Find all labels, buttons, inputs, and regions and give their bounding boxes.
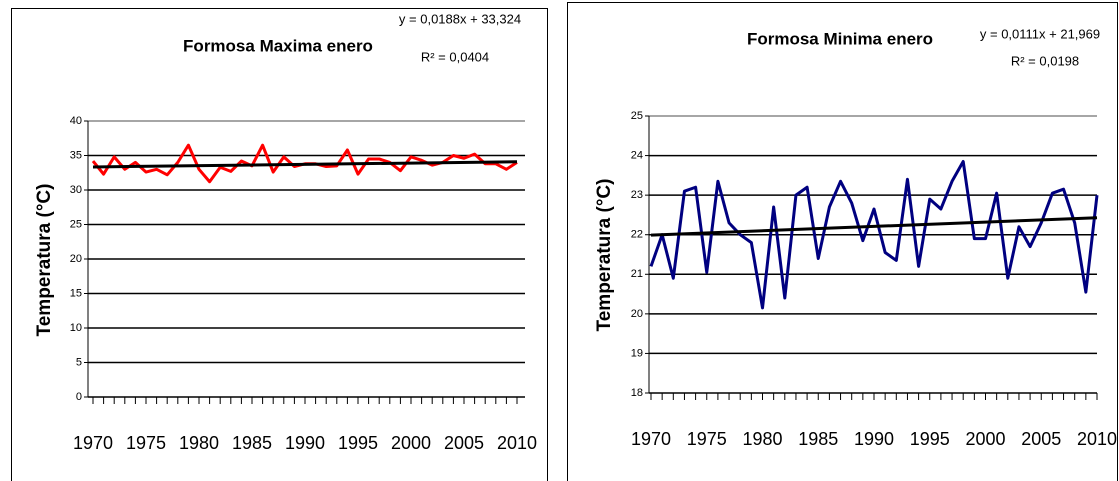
y-tick-label: 5 xyxy=(76,356,82,368)
y-tick-label: 0 xyxy=(76,391,82,403)
y-tick-label: 10 xyxy=(70,322,82,334)
x-tick-label: 1970 xyxy=(631,429,671,449)
r-squared: R² = 0,0198 xyxy=(1011,53,1079,68)
trend-line xyxy=(650,216,1098,237)
x-tick-label: 1975 xyxy=(126,433,166,453)
y-tick-label: 21 xyxy=(631,268,643,280)
y-tick-label: 19 xyxy=(631,347,643,359)
x-tick-label: 1995 xyxy=(910,429,950,449)
panel-frame xyxy=(567,2,1118,481)
y-tick-label: 30 xyxy=(70,184,82,196)
y-tick-label: 18 xyxy=(631,387,643,399)
y-tick-label: 40 xyxy=(70,115,82,127)
panel-frame xyxy=(11,8,548,481)
x-tick-label: 1975 xyxy=(687,429,727,449)
y-tick-label: 35 xyxy=(70,149,82,161)
trend-equation: y = 0,0188x + 33,324 xyxy=(399,11,521,26)
x-tick-label: 2005 xyxy=(444,433,484,453)
trend-equation: y = 0,0111x + 21,969 xyxy=(980,26,1100,41)
x-tick-label: 1990 xyxy=(285,433,325,453)
y-axis-label: Temperatura (°C) xyxy=(34,184,55,337)
x-tick-label: 1985 xyxy=(798,429,838,449)
chart-title: Formosa Maxima enero xyxy=(183,36,373,55)
y-tick-label: 25 xyxy=(631,110,643,122)
x-tick-label: 1980 xyxy=(179,433,219,453)
x-tick-label: 1985 xyxy=(232,433,272,453)
y-tick-label: 20 xyxy=(631,308,643,320)
x-tick-label: 1980 xyxy=(743,429,783,449)
r-squared: R² = 0,0404 xyxy=(421,49,489,64)
x-tick-label: 2000 xyxy=(966,429,1006,449)
y-tick-label: 15 xyxy=(70,287,82,299)
y-tick-label: 20 xyxy=(70,253,82,265)
y-axis-label: Temperatura (°C) xyxy=(594,179,615,332)
x-tick-label: 2000 xyxy=(391,433,431,453)
x-tick-label: 2010 xyxy=(1077,429,1117,449)
x-tick-label: 1970 xyxy=(73,433,113,453)
y-tick-label: 23 xyxy=(631,189,643,201)
y-tick-label: 24 xyxy=(631,149,643,161)
chart-title: Formosa Minima enero xyxy=(747,29,933,48)
data-line xyxy=(649,160,1099,310)
y-tick-label: 22 xyxy=(631,229,643,241)
x-tick-label: 2010 xyxy=(497,433,537,453)
x-tick-label: 1995 xyxy=(338,433,378,453)
y-tick-label: 25 xyxy=(70,218,82,230)
trend-line xyxy=(92,160,518,169)
x-tick-label: 2005 xyxy=(1021,429,1061,449)
x-tick-label: 1990 xyxy=(854,429,894,449)
